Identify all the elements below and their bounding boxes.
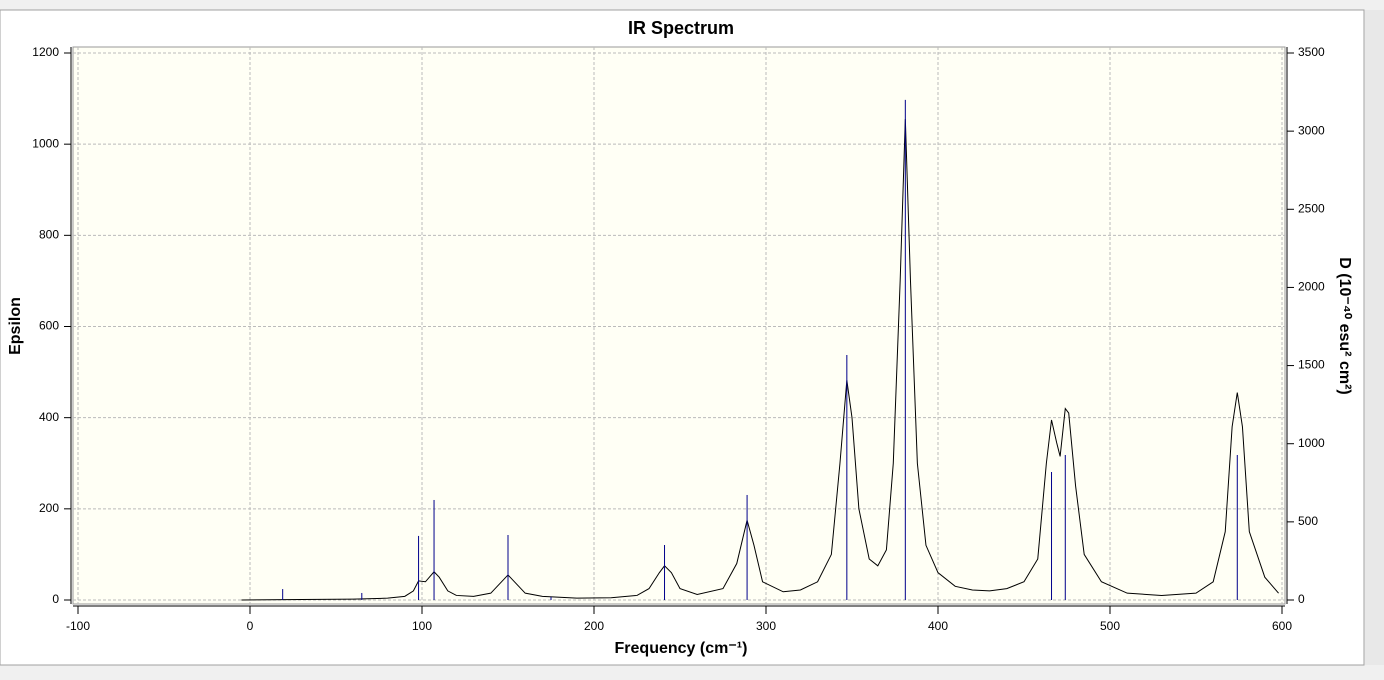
x-tick-label: 200 (584, 619, 604, 633)
plot-area (72, 46, 1286, 605)
x-tick-label: 600 (1272, 619, 1292, 633)
x-tick-label: 400 (928, 619, 948, 633)
y-tick-label: 0 (52, 592, 59, 606)
y-tick-label: 800 (39, 228, 59, 242)
y2-tick-label: 0 (1298, 592, 1305, 606)
y2-tick-label: 2000 (1298, 280, 1325, 294)
y2-tick-label: 3000 (1298, 123, 1325, 137)
x-tick-label: 0 (247, 619, 254, 633)
y2-tick-label: 1000 (1298, 436, 1325, 450)
y2-tick-label: 2500 (1298, 201, 1325, 215)
y-axis-label: Epsilon (7, 297, 24, 355)
chart-title: IR Spectrum (628, 18, 734, 38)
y-tick-label: 400 (39, 410, 59, 424)
x-tick-label: 100 (412, 619, 432, 633)
y2-tick-label: 500 (1298, 514, 1318, 528)
side-strip (1365, 10, 1384, 665)
x-axis-label: Frequency (cm⁻¹) (615, 640, 748, 657)
x-tick-label: -100 (66, 619, 90, 633)
y-tick-label: 1200 (32, 45, 59, 59)
x-tick-label: 300 (756, 619, 776, 633)
y2-tick-label: 1500 (1298, 358, 1325, 372)
y2-axis-label: D (10⁻⁴⁰ esu² cm²) (1336, 257, 1353, 394)
y-tick-label: 1000 (32, 136, 59, 150)
y-tick-label: 600 (39, 319, 59, 333)
y2-tick-label: 3500 (1298, 45, 1325, 59)
x-tick-label: 500 (1100, 619, 1120, 633)
y-tick-label: 200 (39, 501, 59, 515)
